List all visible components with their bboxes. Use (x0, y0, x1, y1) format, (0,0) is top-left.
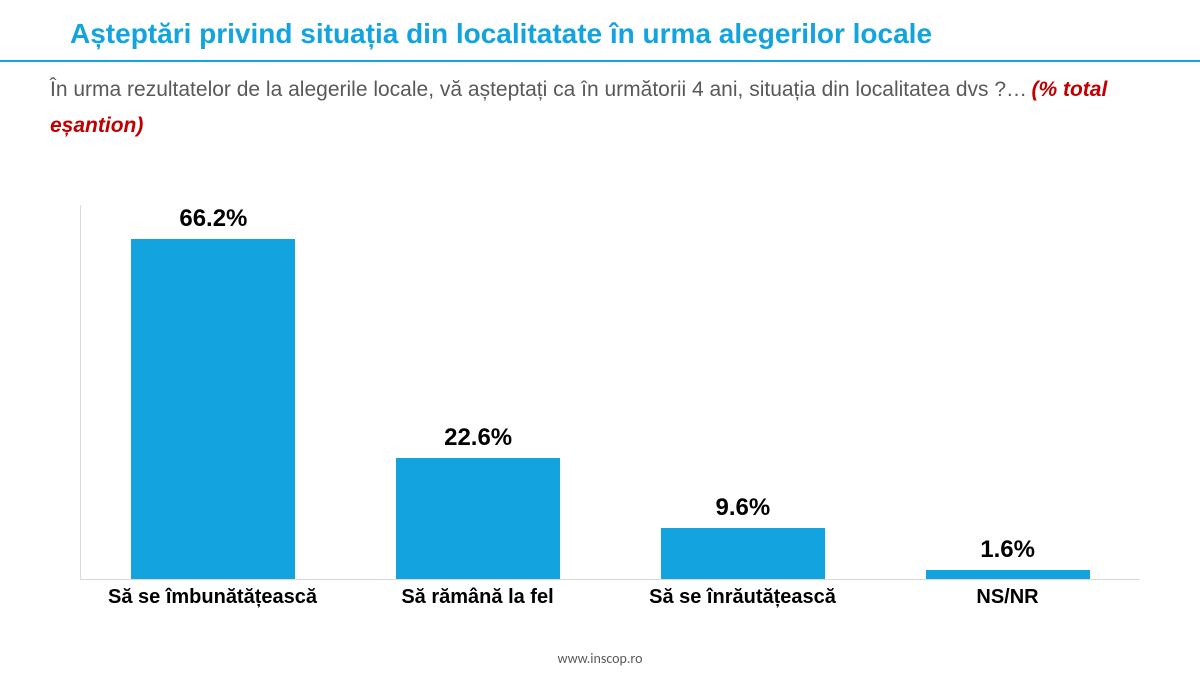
bar-category-label: NS/NR (875, 580, 1140, 620)
x-axis-labels: Să se îmbunătățeascăSă rămână la felSă s… (80, 580, 1140, 620)
bar-slot: 9.6% (611, 205, 876, 579)
bar-slot: 22.6% (346, 205, 611, 579)
bar-chart: 66.2%22.6%9.6%1.6% Să se îmbunătățeascăS… (80, 205, 1140, 620)
bar-value-label: 22.6% (444, 424, 512, 452)
bar-category-label: Să se îmbunătățească (80, 580, 345, 620)
bar (661, 528, 825, 579)
bar-value-label: 66.2% (179, 205, 247, 233)
bar-category-label: Să rămână la fel (345, 580, 610, 620)
bar-category-label: Să se înrăutățească (610, 580, 875, 620)
bar-slot: 66.2% (81, 205, 346, 579)
bar (926, 570, 1090, 579)
question-text: În urma rezultatelor de la alegerile loc… (50, 78, 1027, 101)
bar (396, 458, 560, 579)
bar (131, 239, 295, 579)
survey-question: În urma rezultatelor de la alegerile loc… (0, 62, 1200, 143)
footer-source: www.inscop.ro (0, 650, 1200, 667)
plot-area: 66.2% 22.6% 9.6% 1.6% (80, 205, 1140, 580)
chart-title: Așteptări privind situația din localitat… (0, 0, 1200, 60)
bar-slot: 1.6% (875, 205, 1140, 579)
bar-value-label: 1.6% (980, 536, 1035, 564)
bar-value-label: 9.6% (716, 494, 771, 522)
